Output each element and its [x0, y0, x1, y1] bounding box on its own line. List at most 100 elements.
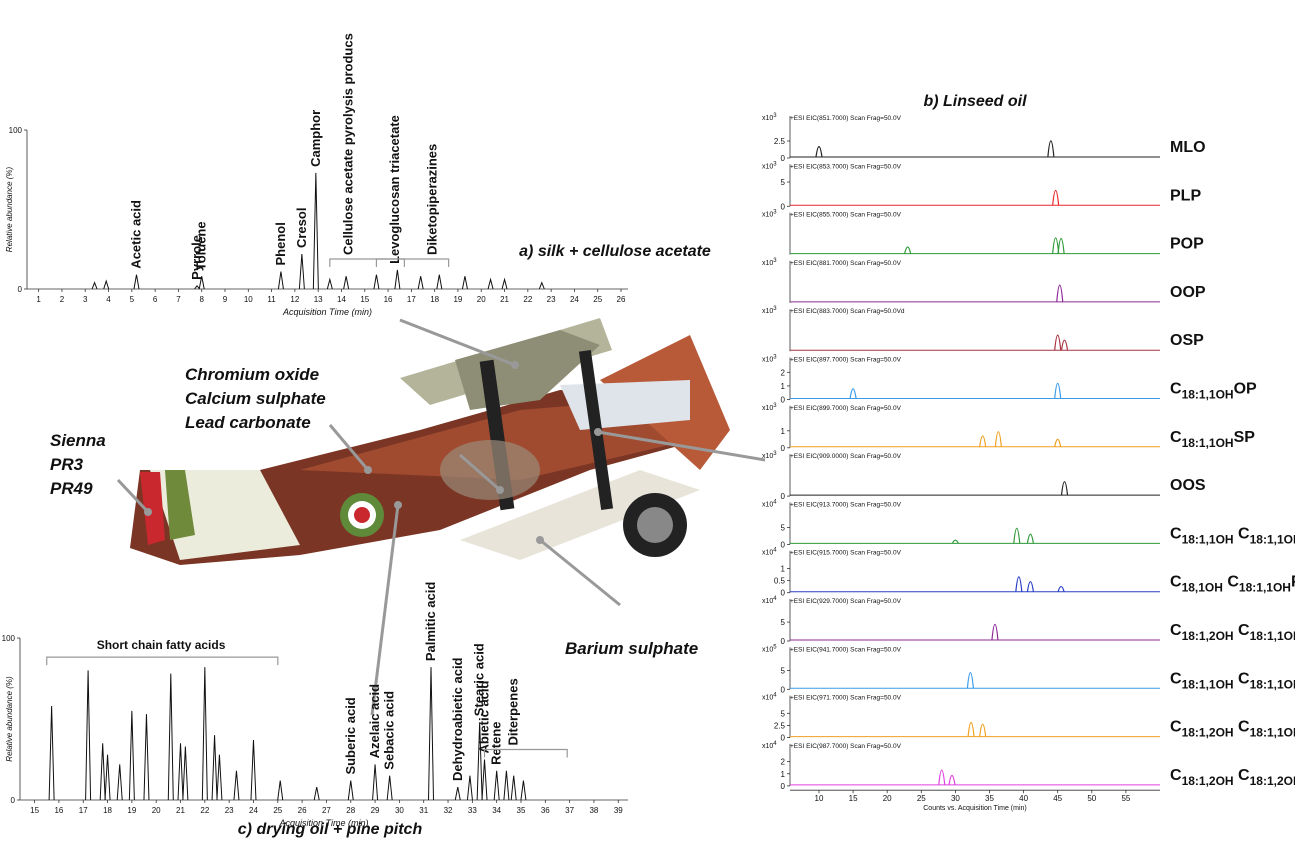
x-tick-label: 40: [1019, 794, 1028, 803]
x-tick-label: 18: [430, 295, 439, 304]
peak-label: Short chain fatty acids: [97, 638, 226, 652]
x-tick-label: 18: [103, 806, 112, 815]
multiplier-exp: 3: [773, 210, 777, 216]
peak: [343, 276, 350, 290]
peak: [277, 780, 284, 801]
multiplier: x104: [762, 548, 777, 557]
multiplier-base: x10: [762, 743, 773, 750]
peak: [436, 274, 443, 290]
bracket: [375, 258, 450, 267]
x-tick-label: 34: [492, 806, 501, 815]
x-tick-label: 23: [225, 806, 234, 815]
x-tick-label: 37: [565, 806, 574, 815]
label-subscript: 18:1,2OH: [1182, 726, 1234, 740]
x-tick-label: 22: [200, 806, 209, 815]
multiplier-base: x10: [762, 357, 773, 364]
x-tick-label: 4: [106, 295, 111, 304]
peak: [1054, 334, 1062, 351]
label-text: C: [1234, 719, 1250, 736]
peak: [313, 786, 320, 801]
x-tick-label: 10: [815, 794, 824, 803]
peak-label: Diketopiperazines: [424, 144, 439, 255]
peak: [979, 435, 987, 447]
multiplier-exp: 3: [773, 258, 777, 264]
y-tick-label: 0.5: [774, 577, 786, 586]
label-subscript: 18:1,2OH: [1182, 629, 1234, 643]
label-subscript: 18:1,1OH: [1250, 629, 1295, 643]
x-tick-label: 24: [249, 806, 258, 815]
x-tick-label: 35: [517, 806, 526, 815]
peak-label: Palmitic acid: [423, 582, 438, 662]
peak-label: Stearic acid: [472, 643, 487, 716]
label-text: C: [1170, 719, 1182, 736]
x-tick-label: 15: [360, 295, 369, 304]
trace-header: +ESI EIC(915.7000) Scan Frag=50.0V: [790, 550, 902, 557]
multiplier-exp: 3: [773, 403, 777, 409]
multiplier-base: x10: [762, 115, 773, 122]
x-tick-label: 15: [849, 794, 858, 803]
label-text: C: [1170, 574, 1182, 591]
x-axis-label: Counts vs. Acquisition Time (min): [923, 805, 1026, 812]
trace-label: C18:1,2OH C18:1,1OHP: [1170, 622, 1295, 643]
y-tick-label: 5: [781, 666, 786, 675]
x-tick-label: 19: [127, 806, 136, 815]
label-text: MLO: [1170, 139, 1206, 156]
multiplier: x103: [762, 355, 777, 364]
pigment-label: Lead carbonate: [185, 413, 311, 432]
label-text: C: [1170, 429, 1182, 446]
y-tick-label: 0: [18, 285, 23, 294]
y-tick-label: 0: [781, 444, 786, 453]
x-tick-label: 20: [477, 295, 486, 304]
x-tick-label: 25: [593, 295, 602, 304]
peak: [1054, 438, 1062, 447]
peak: [177, 743, 184, 801]
label-text: OOP: [1170, 284, 1206, 301]
pigment-label: PR49: [50, 479, 93, 498]
label-subscript: 18:1,1OH: [1250, 532, 1295, 546]
y-tick-label: 0: [781, 492, 786, 501]
x-tick-label: 16: [384, 295, 393, 304]
label-subscript: 18:1,2OH: [1250, 774, 1295, 788]
label-text: C: [1234, 622, 1250, 639]
x-tick-label: 21: [176, 806, 185, 815]
x-tick-label: 2: [60, 295, 65, 304]
trace-label: C18:1,1OH C18:1,1OHS: [1170, 670, 1295, 691]
x-tick-label: 17: [79, 806, 88, 815]
peak: [194, 285, 200, 290]
peak-label: Phenol: [273, 222, 288, 265]
y-tick-label: 0: [781, 782, 786, 791]
panel-title: c) drying oil + pine pitch: [238, 821, 423, 838]
peak: [116, 764, 123, 801]
peak: [1056, 284, 1064, 302]
peak: [1026, 581, 1035, 592]
x-tick-label: 35: [985, 794, 994, 803]
multiplier-exp: 3: [773, 161, 777, 167]
x-tick-label: 38: [589, 806, 598, 815]
label-subscript: 18:1,2OH: [1182, 774, 1234, 788]
peak: [510, 775, 517, 801]
trace-header: +ESI EIC(881.7000) Scan Frag=50.0V: [790, 260, 902, 267]
x-tick-label: 17: [407, 295, 416, 304]
peak: [250, 740, 257, 801]
trace-label: MLO: [1170, 139, 1206, 156]
x-tick-label: 23: [547, 295, 556, 304]
label-text: C: [1234, 767, 1250, 784]
peak-label: Cellulose acetate pyrolysis producs: [340, 33, 355, 255]
y-axis-label: Relative abundance (%): [5, 676, 14, 762]
label-text: OOS: [1170, 477, 1206, 494]
label-subscript: 18:1,1OH: [1250, 677, 1295, 691]
multiplier: x103: [762, 451, 777, 460]
trace-label: C18:1,1OH C18:1,1OHP: [1170, 525, 1295, 546]
label-subscript: 18:1,1OH: [1182, 388, 1234, 402]
multiplier: x103: [762, 306, 777, 315]
x-tick-label: 24: [570, 295, 579, 304]
peak: [481, 759, 488, 801]
peak-label: Levoglucosan triacetate: [387, 115, 402, 264]
peak: [347, 780, 354, 801]
multiplier-exp: 5: [773, 644, 777, 650]
multiplier-exp: 3: [773, 113, 777, 119]
x-tick-label: 20: [152, 806, 161, 815]
multiplier-base: x10: [762, 646, 773, 653]
multiplier-base: x10: [762, 598, 773, 605]
peak: [948, 774, 956, 785]
